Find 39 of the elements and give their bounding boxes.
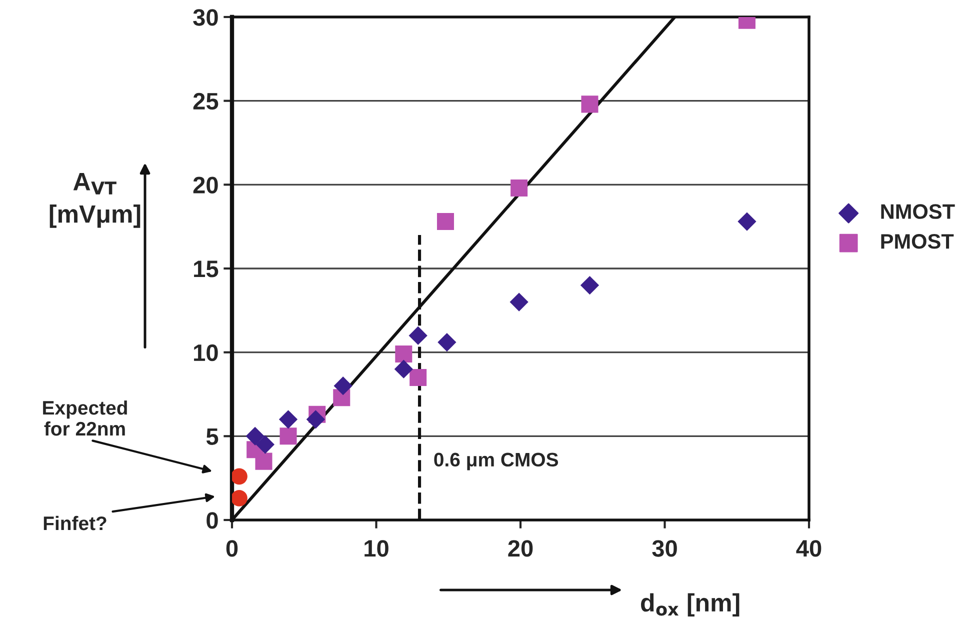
legend-label: PMOST [881,234,954,249]
text: Finfet? [44,516,106,530]
y-tick-label: 30 [193,9,218,26]
point [232,490,248,506]
point [246,426,264,446]
point [306,410,325,429]
annotation: 0.6 μm CMOS [434,452,558,470]
point [255,452,272,470]
y-tick-label: 25 [193,92,218,110]
point [278,410,298,429]
y-axis-title: A$_{VT}$ [mVμm] [50,173,140,228]
point [738,212,756,231]
x-tick-label: 20 [508,540,533,557]
x-axis-title: d$_{ox}$ [nm] [641,593,740,617]
y-tick-label: 5 [206,428,218,445]
x-tick-label: 10 [364,540,388,557]
point [256,435,274,454]
y-tick-label: 0 [206,512,218,529]
point [408,326,428,345]
y-tick-label: 10 [194,344,218,362]
point [334,376,352,396]
x-tick-label: 0 [226,540,238,557]
point [410,368,427,386]
x-tick-label: 40 [796,540,822,557]
point [280,428,297,445]
y-tick-label: 15 [194,260,218,278]
point [438,332,456,352]
point [436,213,454,230]
y-tick-label: 20 [193,176,218,194]
point [510,292,528,312]
point [510,180,528,197]
point [232,468,248,485]
x-tick-label: 30 [652,540,677,557]
text: Expected for 22nm [43,400,127,436]
legend-label: NMOST [881,204,955,219]
point [581,96,598,113]
point [580,276,600,295]
point [395,346,412,363]
point [394,360,413,378]
